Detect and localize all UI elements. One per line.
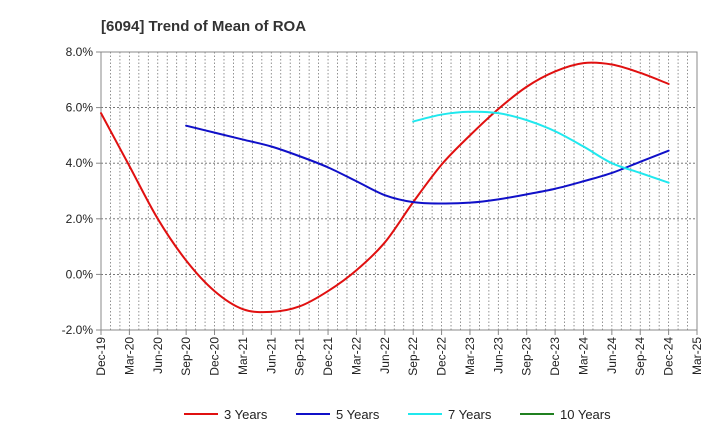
legend: 3 Years 5 Years 7 Years 10 Years xyxy=(184,407,611,422)
x-tick-label: Mar-22 xyxy=(349,337,363,375)
x-tick-label: Mar-21 xyxy=(236,337,250,375)
y-tick-label: 2.0% xyxy=(66,212,94,226)
y-tick-label: 8.0% xyxy=(66,45,94,59)
x-axis-ticks: Dec-19 Mar-20 Jun-20 Sep-20 Dec-20 Mar-21 Jun-… xyxy=(94,330,704,376)
x-tick-label: Jun-20 xyxy=(151,337,165,374)
x-tick-label: Dec-21 xyxy=(321,337,335,376)
x-tick-label: Dec-20 xyxy=(208,337,222,376)
x-tick-label: Jun-22 xyxy=(378,337,392,374)
x-tick-label: Dec-22 xyxy=(435,337,449,376)
x-tick-label: Sep-22 xyxy=(406,337,420,376)
x-tick-label: Jun-23 xyxy=(491,337,505,374)
x-tick-label: Mar-24 xyxy=(576,337,590,375)
legend-label: 7 Years xyxy=(448,407,492,422)
x-tick-label: Jun-21 xyxy=(264,337,278,374)
x-tick-label: Mar-25 xyxy=(690,337,704,375)
plot-area-frame xyxy=(100,51,698,331)
legend-label: 10 Years xyxy=(560,407,611,422)
y-tick-label: 6.0% xyxy=(66,101,94,115)
x-tick-label: Dec-23 xyxy=(548,337,562,376)
series-lines xyxy=(100,61,670,314)
x-tick-label: Mar-23 xyxy=(463,337,477,375)
y-tick-label: 0.0% xyxy=(66,267,94,281)
grid-lines xyxy=(101,52,697,330)
x-tick-label: Dec-19 xyxy=(94,337,108,376)
x-tick-label: Dec-24 xyxy=(662,337,676,376)
series-line-3-years xyxy=(100,61,670,314)
x-tick-label: Sep-20 xyxy=(179,337,193,376)
series-line-5-years xyxy=(185,124,670,205)
x-tick-label: Mar-20 xyxy=(122,337,136,375)
x-tick-label: Sep-24 xyxy=(633,337,647,376)
x-tick-label: Sep-21 xyxy=(293,337,307,376)
y-axis-ticks: -2.0% 0.0% 2.0% 4.0% 6.0% 8.0% xyxy=(62,45,101,337)
y-tick-label: 4.0% xyxy=(66,156,94,170)
chart-title: [6094] Trend of Mean of ROA xyxy=(101,18,306,35)
legend-label: 3 Years xyxy=(224,407,268,422)
legend-label: 5 Years xyxy=(336,407,380,422)
x-tick-label: Jun-24 xyxy=(605,337,619,374)
x-tick-label: Sep-23 xyxy=(520,337,534,376)
y-tick-label: -2.0% xyxy=(62,323,94,337)
series-line-7-years xyxy=(412,110,670,184)
